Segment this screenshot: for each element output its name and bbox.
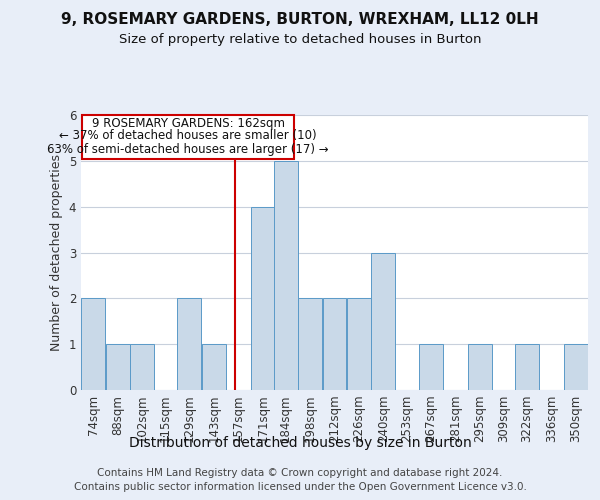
Text: 63% of semi-detached houses are larger (17) →: 63% of semi-detached houses are larger (… — [47, 143, 329, 156]
Bar — [274, 161, 298, 390]
Bar — [202, 344, 226, 390]
Text: Contains public sector information licensed under the Open Government Licence v3: Contains public sector information licen… — [74, 482, 526, 492]
Text: ← 37% of detached houses are smaller (10): ← 37% of detached houses are smaller (10… — [59, 129, 317, 142]
Bar — [106, 344, 130, 390]
Bar — [515, 344, 539, 390]
Bar — [564, 344, 588, 390]
Bar — [323, 298, 346, 390]
Text: Contains HM Land Registry data © Crown copyright and database right 2024.: Contains HM Land Registry data © Crown c… — [97, 468, 503, 477]
Y-axis label: Number of detached properties: Number of detached properties — [50, 154, 63, 351]
Bar — [130, 344, 154, 390]
Bar — [251, 206, 275, 390]
Bar — [178, 298, 202, 390]
Text: 9, ROSEMARY GARDENS, BURTON, WREXHAM, LL12 0LH: 9, ROSEMARY GARDENS, BURTON, WREXHAM, LL… — [61, 12, 539, 28]
Bar — [419, 344, 443, 390]
Text: 9 ROSEMARY GARDENS: 162sqm: 9 ROSEMARY GARDENS: 162sqm — [92, 116, 284, 130]
Text: Size of property relative to detached houses in Burton: Size of property relative to detached ho… — [119, 32, 481, 46]
Text: Distribution of detached houses by size in Burton: Distribution of detached houses by size … — [128, 436, 472, 450]
Bar — [347, 298, 371, 390]
FancyBboxPatch shape — [82, 115, 294, 158]
Bar — [298, 298, 322, 390]
Bar — [371, 252, 395, 390]
Bar — [467, 344, 491, 390]
Bar — [81, 298, 105, 390]
